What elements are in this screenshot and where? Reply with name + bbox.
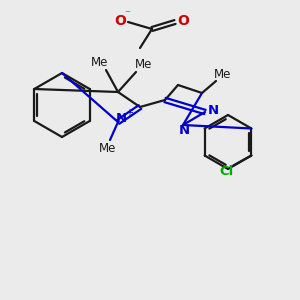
- Text: Me: Me: [99, 142, 117, 155]
- Text: N: N: [116, 112, 127, 124]
- Text: N: N: [207, 103, 219, 116]
- Text: O: O: [114, 14, 126, 28]
- Text: Me: Me: [214, 68, 232, 82]
- Text: +: +: [125, 108, 133, 118]
- Text: ⁻: ⁻: [124, 9, 130, 19]
- Text: N: N: [178, 124, 190, 137]
- Text: O: O: [177, 14, 189, 28]
- Text: Me: Me: [91, 56, 109, 68]
- Text: Me: Me: [135, 58, 153, 70]
- Text: Cl: Cl: [219, 165, 233, 178]
